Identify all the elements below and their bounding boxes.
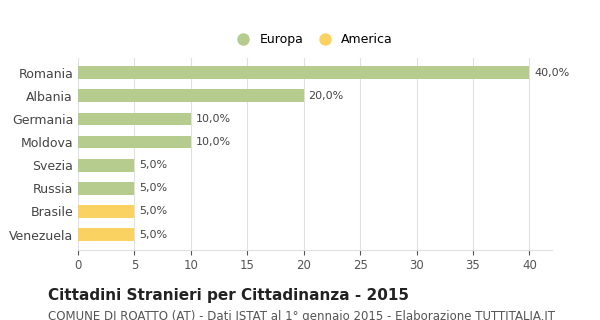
- Text: COMUNE DI ROATTO (AT) - Dati ISTAT al 1° gennaio 2015 - Elaborazione TUTTITALIA.: COMUNE DI ROATTO (AT) - Dati ISTAT al 1°…: [48, 310, 555, 320]
- Text: 5,0%: 5,0%: [139, 206, 167, 216]
- Text: 5,0%: 5,0%: [139, 160, 167, 170]
- Text: 40,0%: 40,0%: [534, 68, 569, 78]
- Text: 10,0%: 10,0%: [196, 114, 230, 124]
- Bar: [78, 90, 304, 102]
- Bar: [78, 228, 134, 241]
- Text: 5,0%: 5,0%: [139, 229, 167, 239]
- Text: 5,0%: 5,0%: [139, 183, 167, 193]
- Bar: [78, 159, 134, 172]
- Text: Cittadini Stranieri per Cittadinanza - 2015: Cittadini Stranieri per Cittadinanza - 2…: [48, 288, 409, 303]
- Bar: [78, 66, 529, 79]
- Text: 20,0%: 20,0%: [308, 91, 343, 101]
- Bar: [78, 136, 191, 148]
- Bar: [78, 113, 191, 125]
- Legend: Europa, America: Europa, America: [233, 29, 397, 50]
- Bar: [78, 205, 134, 218]
- Bar: [78, 182, 134, 195]
- Text: 10,0%: 10,0%: [196, 137, 230, 147]
